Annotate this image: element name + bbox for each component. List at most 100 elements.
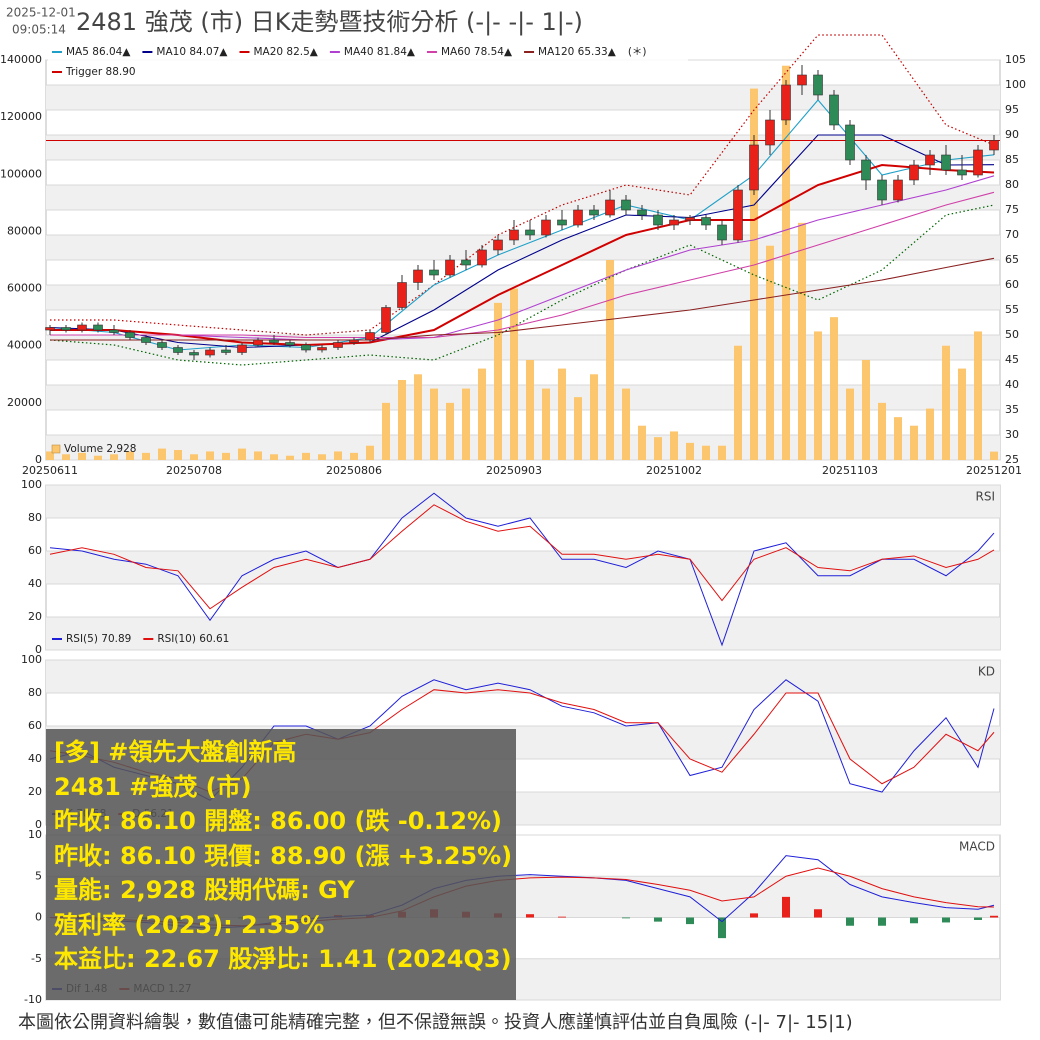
volume-bar — [174, 450, 182, 460]
y2-tick-label: 100000 — [0, 167, 42, 180]
volume-bar — [334, 451, 342, 460]
candle-body — [861, 159, 871, 181]
legend-label: RSI(10) 60.61 — [157, 633, 229, 645]
grid-band — [46, 385, 1000, 410]
indicator-line — [49, 492, 995, 647]
y2-tick-label: 120000 — [0, 110, 42, 123]
panel-label: KD — [978, 665, 995, 679]
candle-body — [381, 307, 391, 333]
volume-bar — [302, 452, 310, 460]
volume-bar — [158, 448, 166, 460]
volume-bar — [190, 454, 198, 460]
y-tick-label: 0 — [35, 643, 42, 656]
grid-band — [46, 285, 1000, 310]
candle-body — [205, 349, 215, 356]
volume-bar — [366, 445, 374, 460]
candle-body — [221, 349, 231, 353]
candle-body — [173, 347, 183, 353]
y-tick-label: 5 — [35, 869, 42, 882]
candle-body — [413, 269, 423, 283]
y-tick-label: 105 — [1005, 53, 1026, 66]
volume-bar — [318, 454, 326, 460]
info-line: 量能: 2,928 股期代碼: GY — [54, 876, 355, 904]
osc-bar — [846, 917, 854, 926]
volume-bar — [430, 388, 438, 460]
candle-body — [941, 154, 951, 171]
volume-bar — [542, 388, 550, 460]
y-tick-label: 35 — [1005, 403, 1019, 416]
grid-band — [46, 551, 1000, 584]
time: 09:05:14 — [12, 23, 66, 37]
candle-body — [141, 337, 151, 343]
osc-bar — [718, 917, 726, 939]
candle-body — [605, 199, 615, 216]
y-tick-label: 65 — [1005, 253, 1019, 266]
osc-bar — [526, 914, 534, 918]
candle-body — [237, 344, 247, 353]
candle-body — [253, 339, 263, 346]
candle-body — [653, 214, 663, 226]
candle-body — [509, 229, 519, 241]
candle-body — [669, 219, 679, 226]
legend-label: MA20 82.5▲ — [253, 46, 318, 58]
volume-bar — [110, 454, 118, 460]
legend-label: (＊) — [628, 46, 647, 58]
grid-band — [46, 660, 1000, 693]
volume-bar — [222, 452, 230, 460]
info-line: 昨收: 86.10 現價: 88.90 (漲 +3.25%) — [54, 841, 513, 870]
volume-bar — [382, 402, 390, 460]
y-tick-label: 40 — [1005, 378, 1019, 391]
indicator-line — [49, 504, 995, 610]
osc-bar — [558, 916, 566, 918]
osc-bar — [910, 917, 918, 924]
candle-body — [157, 342, 167, 348]
volume-bar — [734, 345, 742, 460]
date: 2025-12-01 — [6, 6, 76, 20]
y-tick-label: 60 — [1005, 278, 1019, 291]
y-tick-label: 45 — [1005, 353, 1019, 366]
candle-body — [317, 347, 327, 351]
y-tick-label: 40 — [28, 577, 42, 590]
candle-body — [61, 327, 71, 331]
y-tick-label: -5 — [31, 952, 42, 965]
legend-label: RSI(5) 70.89 — [66, 633, 131, 645]
info-box: [多] #領先大盤創新高 2481 #強茂 (市) 昨收: 86.10 開盤: … — [46, 729, 516, 1000]
y-tick-label: 20 — [28, 610, 42, 623]
legend-label: MA120 65.33▲ — [538, 46, 617, 58]
ma-line — [50, 163, 995, 347]
osc-bar — [974, 917, 982, 920]
candle-body — [813, 74, 823, 96]
volume-bar — [910, 425, 918, 460]
y2-tick-label: 20000 — [7, 396, 42, 409]
y-tick-label: 55 — [1005, 303, 1019, 316]
volume-bar — [622, 388, 630, 460]
candle-body — [333, 342, 343, 348]
y2-tick-label: 140000 — [0, 53, 42, 66]
legend-label: Volume 2,928 — [64, 443, 136, 455]
candle-body — [829, 94, 839, 126]
grid-band — [46, 617, 1000, 650]
candle-body — [781, 84, 791, 121]
grid-band — [46, 85, 1000, 110]
volume-bar — [862, 360, 870, 460]
y-tick-label: 30 — [1005, 428, 1019, 441]
legend-swatch — [51, 444, 61, 454]
legend-label: MA60 78.54▲ — [441, 46, 513, 58]
y-tick-label: 80 — [28, 511, 42, 524]
y-tick-label: 100 — [1005, 78, 1026, 91]
candle-body — [125, 332, 135, 338]
y2-tick-label: 0 — [35, 453, 42, 466]
grid-band — [46, 485, 1000, 518]
y-tick-label: 100 — [21, 478, 42, 491]
candle-body — [909, 164, 919, 181]
volume-bar — [494, 302, 502, 460]
x-tick-label: 20251201 — [966, 464, 1022, 477]
volume-bar — [846, 388, 854, 460]
volume-bar — [990, 451, 998, 460]
grid-band — [46, 135, 1000, 160]
y2-tick-label: 40000 — [7, 339, 42, 352]
volume-bar — [894, 417, 902, 460]
y-tick-label: 80 — [1005, 178, 1019, 191]
volume-bar — [270, 454, 278, 460]
